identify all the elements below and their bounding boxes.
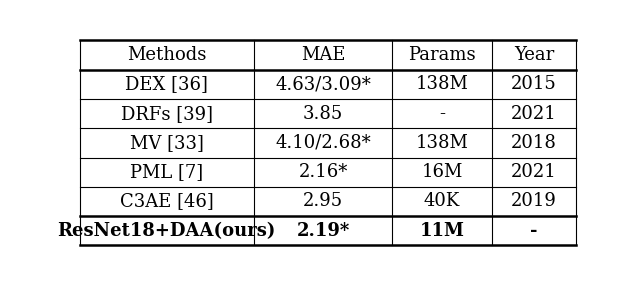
Text: 4.63/3.09*: 4.63/3.09*: [275, 75, 371, 93]
Text: 2.95: 2.95: [303, 192, 343, 211]
Text: 2.19*: 2.19*: [296, 222, 349, 240]
Text: Year: Year: [514, 46, 554, 64]
Text: 4.10/2.68*: 4.10/2.68*: [275, 134, 371, 152]
Text: Methods: Methods: [127, 46, 207, 64]
Text: 16M: 16M: [421, 163, 463, 181]
Text: 2021: 2021: [511, 105, 557, 123]
Text: 2021: 2021: [511, 163, 557, 181]
Text: 40K: 40K: [424, 192, 460, 211]
Text: 138M: 138M: [415, 75, 468, 93]
Text: 2.16*: 2.16*: [298, 163, 348, 181]
Text: -: -: [530, 222, 538, 240]
Text: MV [33]: MV [33]: [130, 134, 204, 152]
Text: 11M: 11M: [420, 222, 465, 240]
Text: -: -: [439, 105, 445, 123]
Text: PML [7]: PML [7]: [130, 163, 204, 181]
Text: DEX [36]: DEX [36]: [125, 75, 208, 93]
Text: ResNet18+DAA(ours): ResNet18+DAA(ours): [58, 222, 276, 240]
Text: 3.85: 3.85: [303, 105, 343, 123]
Text: 138M: 138M: [415, 134, 468, 152]
Text: 2018: 2018: [511, 134, 557, 152]
Text: Params: Params: [408, 46, 476, 64]
Text: MAE: MAE: [301, 46, 346, 64]
Text: 2019: 2019: [511, 192, 557, 211]
Text: C3AE [46]: C3AE [46]: [120, 192, 214, 211]
Text: 2015: 2015: [511, 75, 557, 93]
Text: DRFs [39]: DRFs [39]: [121, 105, 212, 123]
